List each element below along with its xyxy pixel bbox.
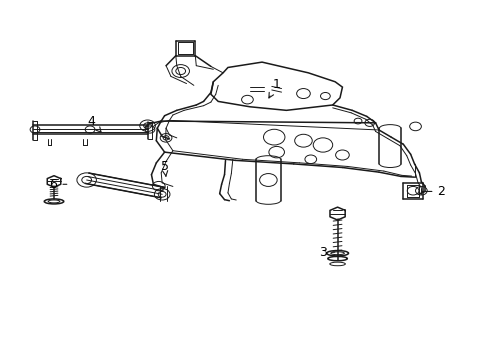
Text: 6: 6	[49, 178, 67, 191]
Text: 1: 1	[269, 78, 281, 98]
Text: 3: 3	[319, 246, 335, 258]
Text: 5: 5	[161, 160, 169, 176]
Text: 4: 4	[88, 114, 101, 132]
Text: 2: 2	[422, 185, 445, 198]
